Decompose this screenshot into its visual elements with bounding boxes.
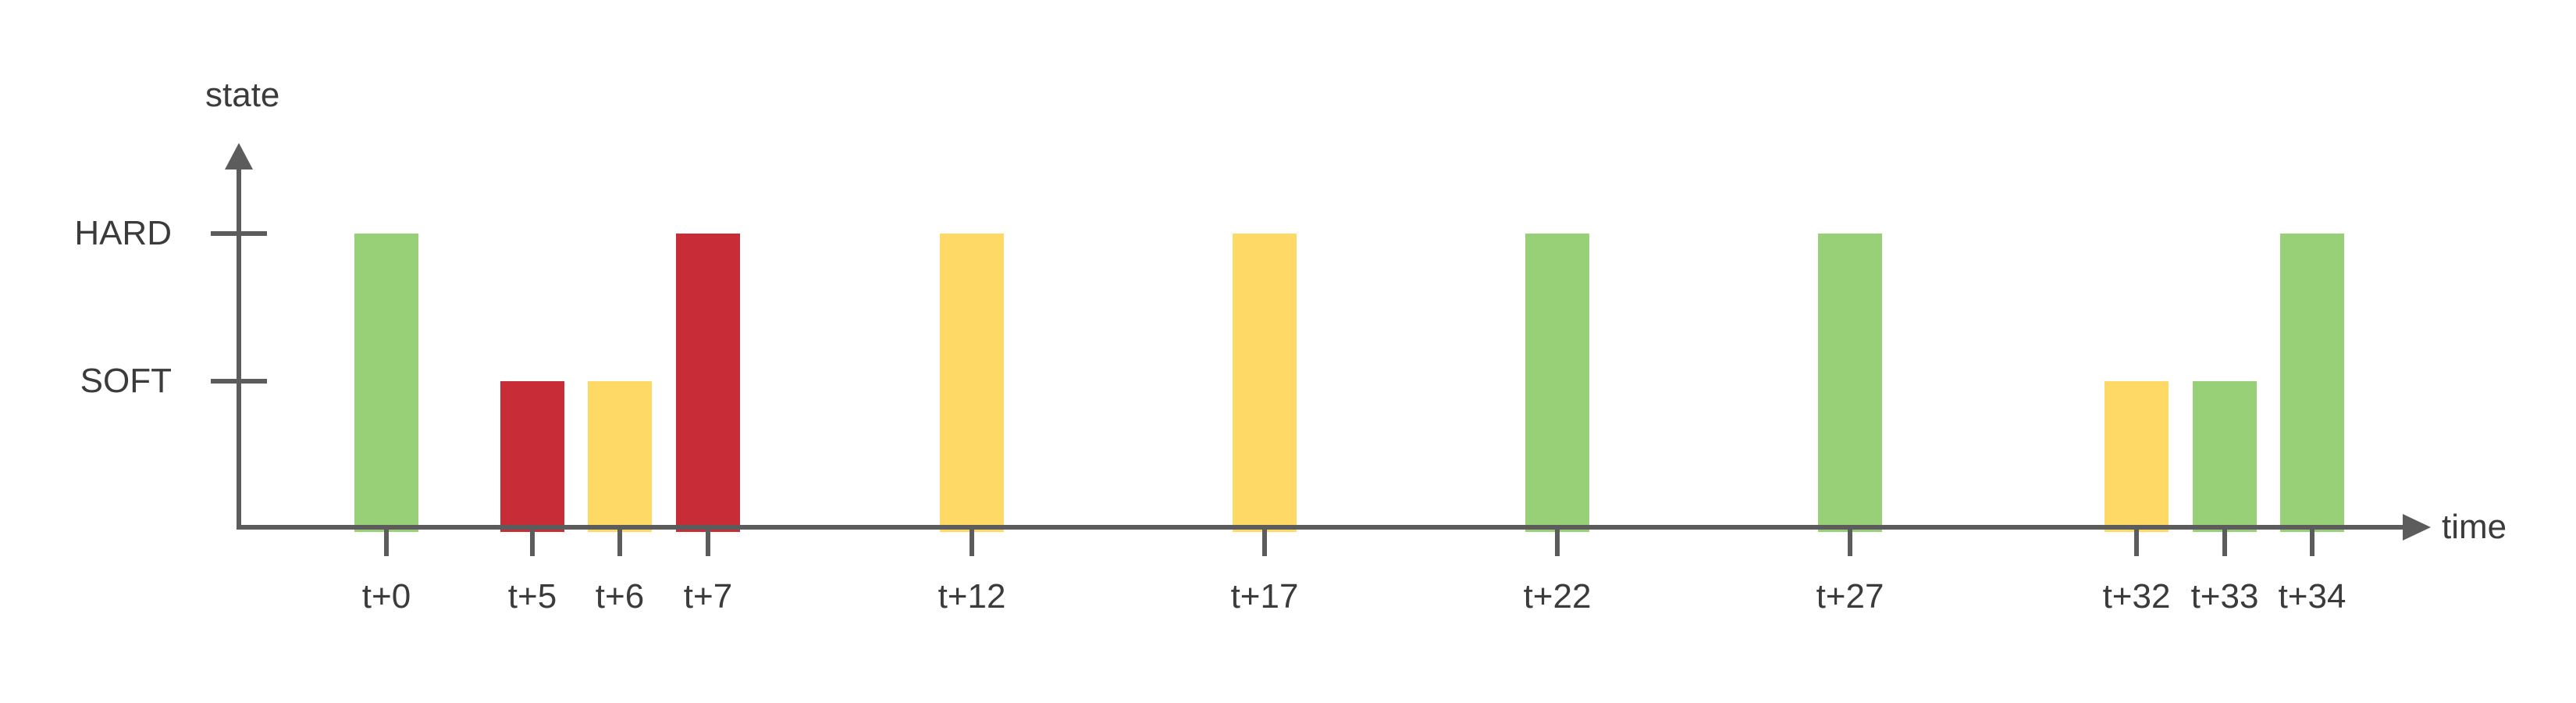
- x-tick-t22: [1555, 530, 1560, 556]
- x-tick-t32: [2134, 530, 2139, 556]
- y-tick-label-soft: SOFT: [80, 362, 172, 400]
- x-tick-label-t32: t+32: [2102, 577, 2171, 616]
- bar-t0: [354, 234, 418, 532]
- x-tick-label-t7: t+7: [683, 577, 733, 616]
- y-tick-soft: [211, 379, 267, 384]
- x-tick-label-t27: t+27: [1816, 577, 1884, 616]
- x-tick-t17: [1262, 530, 1267, 556]
- x-tick-t12: [970, 530, 974, 556]
- bar-t6: [588, 381, 652, 532]
- x-tick-label-t22: t+22: [1523, 577, 1592, 616]
- x-tick-t6: [617, 530, 622, 556]
- x-tick-t34: [2310, 530, 2314, 556]
- bar-t22: [1525, 234, 1589, 532]
- x-axis-line: [237, 525, 2404, 530]
- x-tick-t0: [384, 530, 389, 556]
- bar-t12: [940, 234, 1004, 532]
- x-tick-label-t6: t+6: [595, 577, 645, 616]
- x-axis-arrow-icon: [2403, 514, 2431, 541]
- y-axis-title: state: [205, 76, 280, 114]
- x-tick-t27: [1848, 530, 1852, 556]
- bar-t27: [1818, 234, 1882, 532]
- bar-t34: [2280, 234, 2344, 532]
- x-tick-label-t5: t+5: [507, 577, 557, 616]
- bar-t32: [2105, 381, 2169, 532]
- y-axis-arrow-icon: [225, 143, 253, 170]
- x-tick-label-t33: t+33: [2190, 577, 2259, 616]
- x-tick-t5: [530, 530, 535, 556]
- bar-t33: [2193, 381, 2257, 532]
- x-tick-label-t34: t+34: [2278, 577, 2347, 616]
- x-tick-label-t17: t+17: [1230, 577, 1299, 616]
- y-tick-hard: [211, 231, 267, 236]
- x-tick-label-t12: t+12: [938, 577, 1006, 616]
- x-tick-label-t0: t+0: [361, 577, 411, 616]
- x-tick-t33: [2222, 530, 2227, 556]
- bar-t17: [1233, 234, 1297, 532]
- y-tick-label-hard: HARD: [74, 214, 172, 252]
- x-tick-t7: [706, 530, 710, 556]
- x-axis-title: time: [2442, 508, 2507, 546]
- y-axis-line: [237, 164, 241, 530]
- bar-t7: [676, 234, 740, 532]
- bar-t5: [500, 381, 564, 532]
